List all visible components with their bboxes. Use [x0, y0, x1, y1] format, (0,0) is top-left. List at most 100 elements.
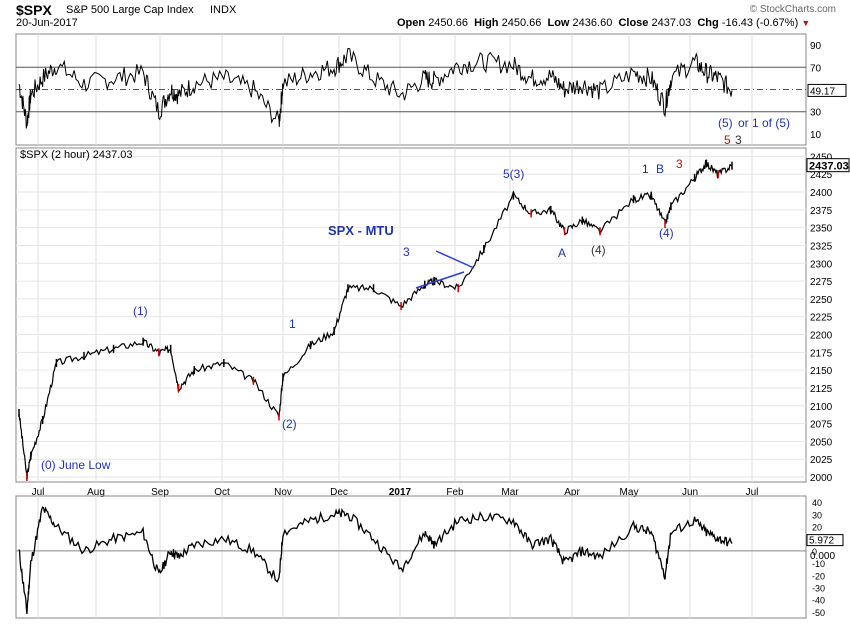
wave-3-gray-label: 3 — [735, 133, 742, 147]
rsi-tick-label: 10 — [810, 130, 822, 141]
rsi-tick-label: 30 — [810, 108, 822, 119]
oscillator-current-box — [806, 534, 844, 547]
price-tick-labels: 2450 2425 2400 2375 2350 2325 2300 2275 2250 2225… — [810, 152, 833, 484]
oscillator-tick-label: -20 — [812, 571, 825, 581]
price-tick-label: 2225 — [810, 313, 833, 324]
price-current-box — [806, 158, 850, 173]
wave-5-of-3-label: 5(3) — [503, 167, 524, 181]
chg-label: Chg — [697, 17, 719, 29]
high-label: High — [474, 17, 499, 29]
month-label: Jun — [682, 487, 698, 498]
price-panel: 2450 2425 2400 2375 2350 2325 2300 2275 2250 2225… — [15, 147, 850, 484]
price-tick-label: 2450 — [810, 152, 833, 163]
oscillator-grid — [37, 496, 753, 618]
oscillator-tick-label: 40 — [812, 498, 822, 508]
wave-alt-count-label: or 1 of (5) — [738, 116, 790, 130]
oscillator-line — [18, 506, 733, 614]
oscillator-current-label: 5.972 — [809, 536, 834, 547]
ticker-exchange: INDX — [210, 4, 237, 16]
wave-5-red-label: 5 — [724, 133, 731, 147]
rsi-panel: 9070503010 49.17 — [15, 33, 847, 146]
low-value: 2436.60 — [572, 17, 613, 29]
price-panel-frame — [15, 147, 807, 483]
price-tick-label: 2000 — [810, 473, 833, 484]
wave-4-primary-label: (4) — [659, 226, 674, 240]
oscillator-tick-label: -30 — [812, 584, 825, 594]
price-tick-label: 2375 — [810, 206, 833, 217]
rsi-line — [18, 47, 733, 129]
month-label: Nov — [274, 487, 292, 498]
price-bars — [18, 159, 733, 482]
oscillator-tick-label: -40 — [812, 596, 825, 606]
price-tick-label: 2075 — [810, 420, 833, 431]
oscillator-panel: 403020100-10-20-30-40-50 5.972 0.000 — [15, 495, 844, 619]
price-grid — [16, 148, 806, 482]
chg-value: -16.43 (-0.67%) — [721, 17, 799, 29]
price-tick-label: 2250 — [810, 295, 833, 306]
open-label: Open — [397, 17, 426, 29]
wave-4-gray-label: (4) — [591, 243, 606, 257]
month-label: Aug — [87, 487, 105, 498]
rsi-tick-label: 90 — [810, 41, 822, 52]
wave-0-label: (0) June Low — [41, 458, 111, 472]
price-tick-label: 2400 — [810, 188, 833, 199]
price-tick-label: 2325 — [810, 241, 833, 252]
wave-b-label: B — [656, 162, 664, 176]
rsi-grid — [37, 34, 753, 145]
month-label: 2017 — [389, 487, 412, 498]
month-label: Dec — [330, 487, 348, 498]
price-tick-label: 2300 — [810, 259, 833, 270]
rsi-current-tag: 49.17 — [807, 83, 847, 97]
month-label: Sep — [151, 487, 169, 498]
wave-3-red-label: 3 — [676, 157, 683, 171]
price-tick-label: 2175 — [810, 348, 833, 359]
price-tick-label: 2100 — [810, 402, 833, 413]
oscillator-tick-label: 0 — [812, 547, 817, 557]
wave-2-primary-label: (2) — [282, 417, 297, 431]
wave-1-label: 1 — [289, 317, 296, 331]
month-label: Mar — [501, 487, 519, 498]
price-tick-label: 2025 — [810, 455, 833, 466]
copyright: © StockCharts.com — [749, 4, 836, 15]
month-label: May — [620, 487, 639, 498]
rsi-current-label: 49.17 — [810, 86, 835, 97]
close-value: 2437.03 — [651, 17, 692, 29]
price-series-line — [18, 159, 733, 479]
price-current-tag: 2437.03 — [806, 158, 850, 173]
oscillator-tick-label: -10 — [812, 559, 825, 569]
chg-down-icon: ▼ — [801, 18, 811, 28]
price-tick-label: 2150 — [810, 366, 833, 377]
open-value: 2450.66 — [428, 17, 468, 29]
month-label: Jul — [32, 487, 45, 498]
oscillator-tick-label: -50 — [812, 608, 825, 618]
month-label: Oct — [214, 487, 230, 498]
wedge-upper-trendline — [435, 250, 475, 269]
price-current-label: 2437.03 — [809, 161, 849, 173]
price-tick-label: 2275 — [810, 277, 833, 288]
wedge-lower-trendline — [415, 271, 465, 289]
oscillator-tick-label: 30 — [812, 510, 822, 520]
close-label: Close — [618, 17, 649, 29]
low-label: Low — [547, 17, 570, 29]
chart-title-annotation: SPX - MTU — [328, 223, 394, 238]
price-tick-label: 2125 — [810, 384, 833, 395]
oscillator-zero-label: 0.000 — [810, 551, 835, 562]
rsi-tick-label: 70 — [810, 63, 822, 74]
ohlc-readout: Open 2450.66 High 2450.66 Low 2436.60 Cl… — [397, 17, 810, 29]
wave-5-primary-label: (5) — [718, 116, 733, 130]
wave-a-label: A — [558, 246, 566, 260]
month-label: Apr — [564, 487, 580, 498]
oscillator-tick-label: 20 — [812, 523, 822, 533]
price-tick-label: 2350 — [810, 224, 833, 235]
rsi-current-box — [807, 83, 847, 97]
price-tick-label: 2200 — [810, 331, 833, 342]
wave-1b-label: 1 — [642, 162, 649, 176]
price-tick-label: 2050 — [810, 437, 833, 448]
oscillator-current-tag: 5.972 — [806, 534, 844, 547]
month-label: Jul — [746, 487, 759, 498]
ticker-name: S&P 500 Large Cap Index — [66, 4, 194, 16]
wave-1-primary-label: (1) — [133, 304, 148, 318]
ticker-symbol: $SPX — [16, 2, 52, 18]
month-label: Feb — [446, 487, 464, 498]
